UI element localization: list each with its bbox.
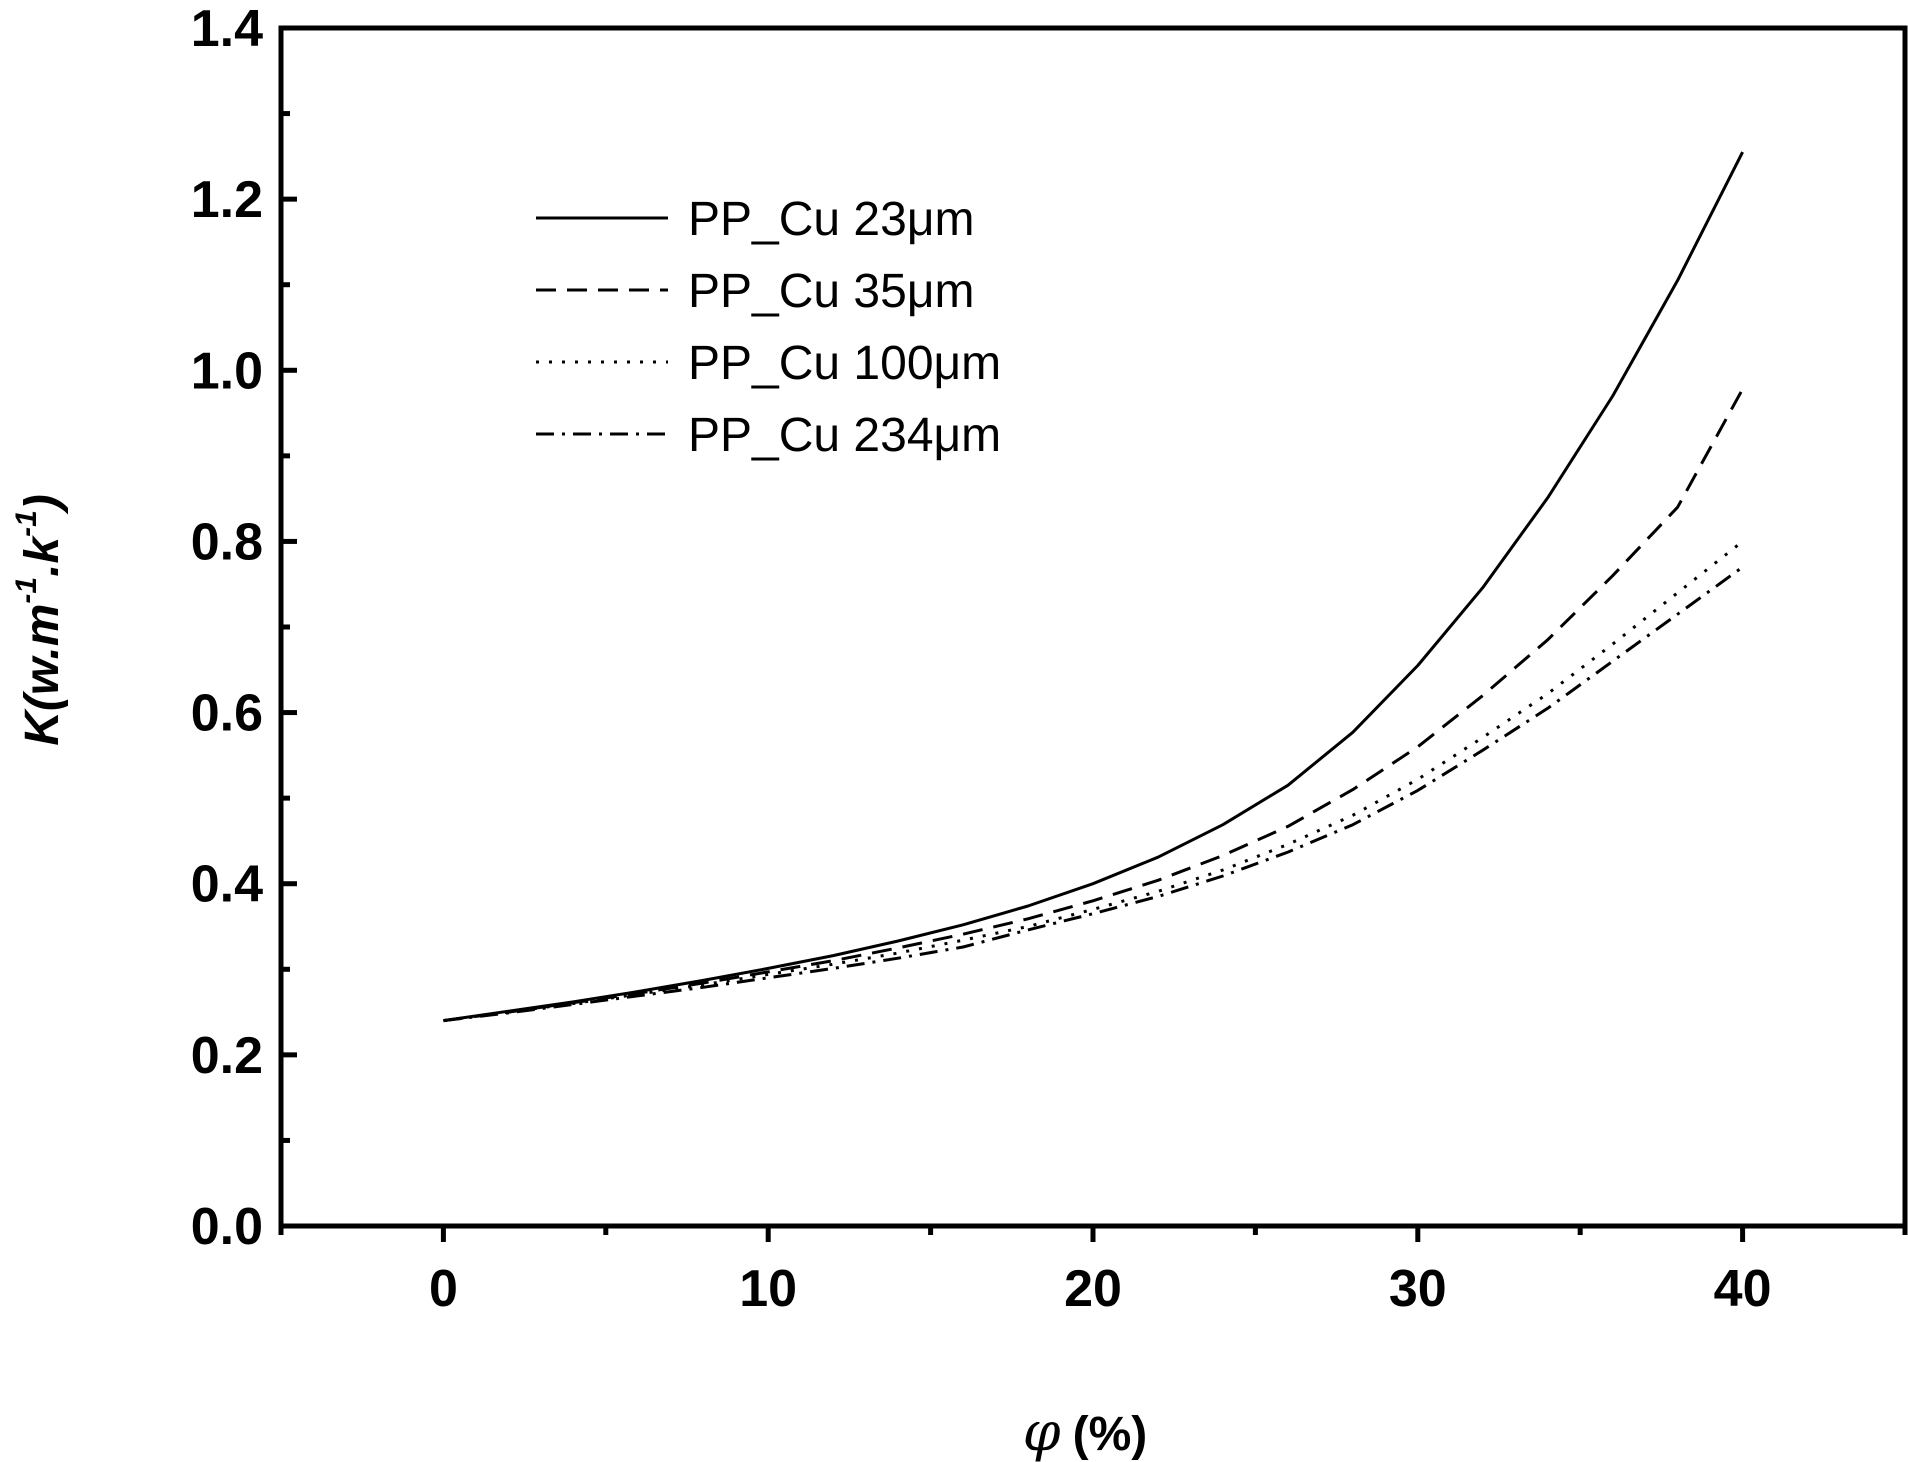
y-tick-label: 0.6 <box>191 685 263 743</box>
series-line-3 <box>443 540 1744 1023</box>
series-line-1 <box>443 151 1744 1023</box>
legend-label-2: PP_Cu 35μm <box>688 265 974 318</box>
legend-label-4: PP_Cu 234μm <box>688 409 1001 462</box>
y-axis-title-end: ) <box>16 494 69 515</box>
y-axis-title-mid: .k <box>16 535 69 577</box>
y-axis-title: K(w.m-1.k-1) <box>10 494 69 746</box>
series-line-4 <box>443 565 1744 1023</box>
y-axis-title-main: K(w.m <box>16 604 69 746</box>
axis-ticks <box>278 25 1908 1242</box>
series-lines <box>443 151 1744 1023</box>
legend: PP_Cu 23μm PP_Cu 35μm PP_Cu 100μm PP_Cu 234… <box>536 193 1001 462</box>
x-axis-title: φ (%) <box>1023 1400 1147 1462</box>
plot-frame <box>278 25 1908 1229</box>
x-tick-label: 0 <box>429 1260 458 1318</box>
y-tick-label: 0.2 <box>191 1027 263 1085</box>
y-axis-title-sup1: -1 <box>10 577 43 604</box>
x-axis-title-symbol: φ <box>1023 1400 1061 1462</box>
legend-label-1: PP_Cu 23μm <box>688 193 974 246</box>
y-tick-label: 0.0 <box>191 1198 263 1256</box>
y-tick-label: 1.4 <box>191 0 263 58</box>
y-tick-label: 1.0 <box>191 342 263 400</box>
y-tick-label: 1.2 <box>191 171 263 229</box>
axis-tick-labels: 0.0 0.2 0.4 0.6 0.8 1.0 1.2 1.4 0 10 20 30 40 <box>191 0 1772 1318</box>
y-tick-label: 0.4 <box>191 856 263 914</box>
legend-label-3: PP_Cu 100μm <box>688 337 1001 390</box>
x-tick-label: 40 <box>1714 1260 1772 1318</box>
x-tick-label: 20 <box>1064 1260 1122 1318</box>
x-tick-label: 30 <box>1389 1260 1447 1318</box>
x-tick-label: 10 <box>739 1260 797 1318</box>
y-tick-label: 0.8 <box>191 513 263 571</box>
y-axis-title-sup2: -1 <box>10 510 43 537</box>
x-axis-title-unit: (%) <box>1073 1408 1148 1461</box>
series-line-2 <box>443 388 1744 1023</box>
